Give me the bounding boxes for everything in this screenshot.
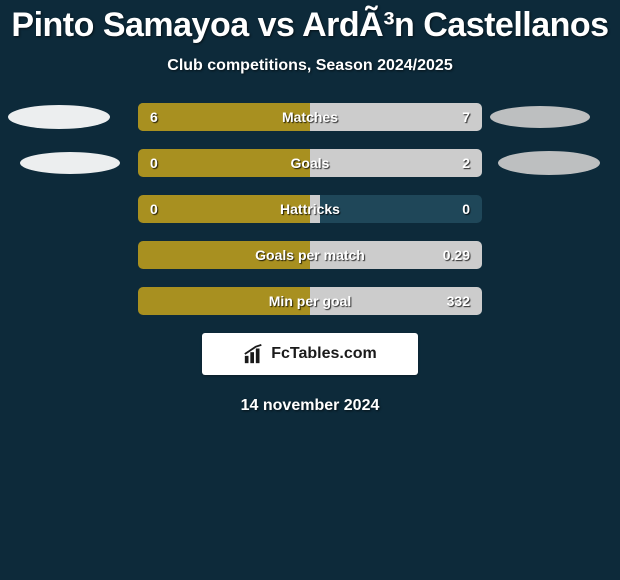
stat-value-left: 0 — [150, 155, 158, 171]
stat-row: Goals per match 0.29 — [138, 241, 482, 269]
stat-row: Matches 6 7 — [138, 103, 482, 131]
stat-value-left: 0 — [150, 201, 158, 217]
stat-label: Matches — [282, 109, 338, 125]
stat-label: Hattricks — [280, 201, 340, 217]
bars-icon — [243, 343, 265, 365]
left-team-ellipse — [20, 152, 120, 174]
right-team-ellipse — [490, 106, 590, 128]
date-text: 14 november 2024 — [0, 397, 620, 415]
stat-value-right: 332 — [447, 293, 470, 309]
stat-row: Hattricks 0 0 — [138, 195, 482, 223]
stat-label: Goals — [291, 155, 330, 171]
page-title: Pinto Samayoa vs ArdÃ³n Castellanos — [0, 6, 620, 45]
stat-label: Min per goal — [269, 293, 351, 309]
branding-badge: FcTables.com — [202, 333, 418, 375]
subtitle: Club competitions, Season 2024/2025 — [0, 57, 620, 75]
stat-value-right: 0.29 — [443, 247, 470, 263]
stat-value-right: 0 — [462, 201, 470, 217]
stat-row: Min per goal 332 — [138, 287, 482, 315]
stat-value-right: 7 — [462, 109, 470, 125]
branding-text: FcTables.com — [271, 345, 377, 363]
stat-value-right: 2 — [462, 155, 470, 171]
stat-value-left: 6 — [150, 109, 158, 125]
right-team-ellipse — [498, 151, 600, 175]
comparison-bars: Matches 6 7 Goals 0 2 Hattricks 0 0 Goals per mat… — [138, 103, 482, 315]
left-team-ellipse — [8, 105, 110, 129]
stat-label: Goals per match — [255, 247, 365, 263]
comparison-stage: Matches 6 7 Goals 0 2 Hattricks 0 0 Goals per mat… — [0, 103, 620, 315]
stat-row: Goals 0 2 — [138, 149, 482, 177]
